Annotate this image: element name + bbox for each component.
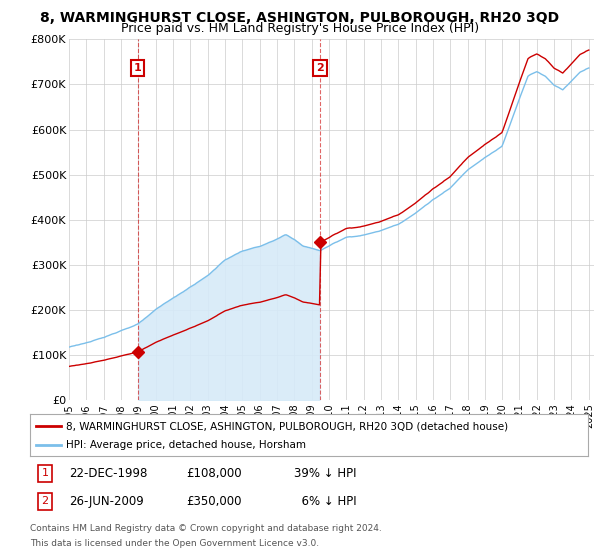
Text: Price paid vs. HM Land Registry's House Price Index (HPI): Price paid vs. HM Land Registry's House … <box>121 22 479 35</box>
Text: HPI: Average price, detached house, Horsham: HPI: Average price, detached house, Hors… <box>66 440 306 450</box>
Text: 26-JUN-2009: 26-JUN-2009 <box>69 494 144 508</box>
Text: £108,000: £108,000 <box>186 466 242 480</box>
Text: 1: 1 <box>134 63 142 73</box>
Text: 2: 2 <box>316 63 324 73</box>
Text: 22-DEC-1998: 22-DEC-1998 <box>69 466 148 480</box>
Text: £350,000: £350,000 <box>186 494 241 508</box>
Text: Contains HM Land Registry data © Crown copyright and database right 2024.: Contains HM Land Registry data © Crown c… <box>30 524 382 533</box>
Text: 39% ↓ HPI: 39% ↓ HPI <box>294 466 356 480</box>
Text: 6% ↓ HPI: 6% ↓ HPI <box>294 494 356 508</box>
Text: 1: 1 <box>41 468 49 478</box>
Text: This data is licensed under the Open Government Licence v3.0.: This data is licensed under the Open Gov… <box>30 539 319 548</box>
Text: 8, WARMINGHURST CLOSE, ASHINGTON, PULBOROUGH, RH20 3QD: 8, WARMINGHURST CLOSE, ASHINGTON, PULBOR… <box>40 11 560 25</box>
Text: 8, WARMINGHURST CLOSE, ASHINGTON, PULBOROUGH, RH20 3QD (detached house): 8, WARMINGHURST CLOSE, ASHINGTON, PULBOR… <box>66 421 508 431</box>
Text: 2: 2 <box>41 496 49 506</box>
